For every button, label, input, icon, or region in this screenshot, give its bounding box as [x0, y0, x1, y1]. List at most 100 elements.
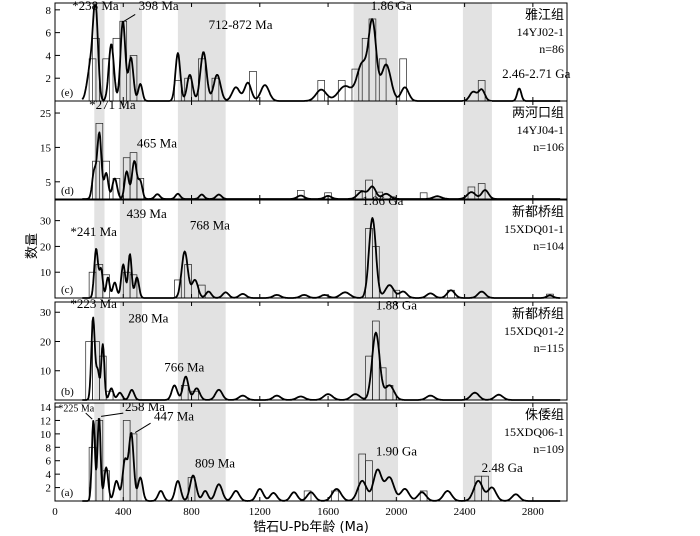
panel-letter: (d)	[61, 185, 74, 197]
peak-label: 439 Ma	[127, 206, 167, 221]
peak-label: 258 Ma	[125, 399, 165, 414]
y-tick-label: 12	[40, 415, 51, 427]
y-tick-label: 4	[46, 469, 52, 481]
shaded-interval	[353, 101, 399, 199]
shaded-interval	[353, 403, 399, 501]
peak-label: *271 Ma	[89, 97, 136, 112]
panel-letter: (e)	[61, 87, 74, 99]
panel-frame	[54, 402, 568, 502]
y-tick-label: 30	[40, 216, 52, 228]
shaded-interval	[462, 302, 492, 400]
y-tick-label: 8	[46, 442, 52, 454]
peak-label: 465 Ma	[137, 135, 177, 150]
annotation-arrow	[85, 412, 93, 420]
x-tick-label: 800	[183, 506, 200, 518]
sample-label: 15XDQ01-1	[504, 222, 564, 236]
peak-label: *241 Ma	[70, 224, 117, 239]
peak-label: 768 Ma	[190, 218, 230, 233]
y-tick-label: 6	[46, 456, 52, 468]
sample-count: n=104	[533, 239, 564, 253]
shaded-interval	[94, 200, 105, 298]
x-tick-label: 1200	[249, 506, 272, 518]
shaded-interval	[177, 200, 226, 298]
formation-label: 雅江组	[525, 8, 564, 23]
peak-label: 712-872 Ma	[209, 17, 273, 32]
x-tick-label: 2800	[522, 506, 545, 518]
shaded-interval	[462, 200, 492, 298]
shaded-interval	[177, 302, 226, 400]
panel-letter: (c)	[61, 284, 74, 296]
peak-label: 447 Ma	[154, 408, 194, 423]
formation-label: 新都桥组	[512, 306, 564, 322]
x-tick-label: 2400	[454, 506, 477, 518]
formation-label: 侏倭组	[525, 408, 564, 423]
sample-label: 14YJ04-1	[517, 123, 564, 137]
y-tick-label: 8	[46, 5, 52, 17]
shaded-interval	[119, 302, 143, 400]
y-tick-label: 14	[40, 402, 52, 414]
shaded-interval	[462, 101, 492, 199]
shaded-interval	[353, 302, 399, 400]
shaded-interval	[462, 403, 492, 501]
annotation-arrow	[134, 422, 151, 433]
panel-letter: (b)	[61, 386, 74, 398]
y-axis-label: 数量	[25, 233, 40, 259]
peak-label: *238 Ma	[72, 0, 119, 13]
peak-label: 766 Ma	[164, 359, 204, 374]
annotation-arrow	[123, 13, 136, 22]
x-tick-label: 2000	[385, 506, 408, 518]
shaded-interval	[177, 3, 226, 101]
peak-label: 398 Ma	[139, 0, 179, 13]
x-tick-label: 1600	[317, 506, 340, 518]
y-tick-label: 15	[40, 142, 52, 154]
sample-label: 14YJ02-1	[517, 25, 564, 39]
peak-label: 1.86 Ga	[371, 0, 412, 13]
shaded-interval	[94, 101, 105, 199]
shaded-interval	[462, 3, 492, 101]
peak-label: *223 Ma	[70, 296, 117, 311]
shaded-interval	[119, 403, 143, 501]
y-tick-label: 2	[46, 483, 52, 495]
peak-label: 2.46-2.71 Ga	[502, 66, 570, 81]
y-tick-label: 30	[40, 307, 52, 319]
shaded-interval	[119, 3, 143, 101]
y-tick-label: 2	[46, 73, 52, 85]
panel-b: 10 20 30 (b) 新都桥组 15XDQ01-2 n=115 *223 Ma 280 Ma…	[40, 296, 568, 401]
panel-c: 10 20 30 (c) 新都桥组 15XDQ01-1 n=104 *241 Ma 439 Ma…	[40, 193, 568, 299]
sample-count: n=109	[533, 442, 564, 456]
sample-label: 15XDQ01-2	[504, 324, 564, 338]
shaded-interval	[177, 101, 226, 199]
y-tick-label: 25	[40, 108, 52, 120]
y-tick-label: 5	[46, 177, 52, 189]
y-tick-label: 20	[40, 241, 52, 253]
sample-count: n=86	[539, 42, 564, 56]
x-tick-label: 400	[115, 506, 132, 518]
formation-label: 新都桥组	[512, 204, 564, 220]
panel-e: 2 4 6 8 (e) 雅江组 14YJ02-1 n=86 *238 Ma 398 Ma 712-8…	[46, 0, 571, 102]
y-tick-label: 4	[46, 50, 52, 62]
peak-label: 1.86 Ga	[362, 193, 403, 208]
peak-label: 1.88 Ga	[376, 297, 417, 312]
formation-label: 两河口组	[512, 106, 564, 121]
panel-letter: (a)	[61, 487, 74, 499]
peak-label: 280 Ma	[128, 310, 168, 325]
y-tick-label: 6	[46, 28, 52, 40]
y-tick-label: 10	[40, 366, 52, 378]
sample-label: 15XDQ06-1	[504, 425, 564, 439]
panel-d: 5 15 25 (d) 两河口组 14YJ04-1 n=106 *271 Ma 465 Ma	[40, 97, 568, 200]
sample-count: n=106	[533, 140, 564, 154]
peak-label: *225 Ma	[58, 404, 94, 415]
annotation-arrow	[101, 412, 124, 417]
peak-label: 1.90 Ga	[376, 443, 417, 458]
panel-frame	[54, 100, 568, 200]
peak-label: 809 Ma	[195, 455, 235, 470]
sample-count: n=115	[534, 341, 564, 355]
x-axis-label: 锆石U-Pb年龄 (Ma)	[253, 520, 369, 535]
peak-label: 2.48 Ga	[482, 460, 523, 475]
y-tick-label: 10	[40, 429, 52, 441]
x-tick-label: 0	[52, 506, 58, 518]
panel-frame	[54, 199, 568, 299]
